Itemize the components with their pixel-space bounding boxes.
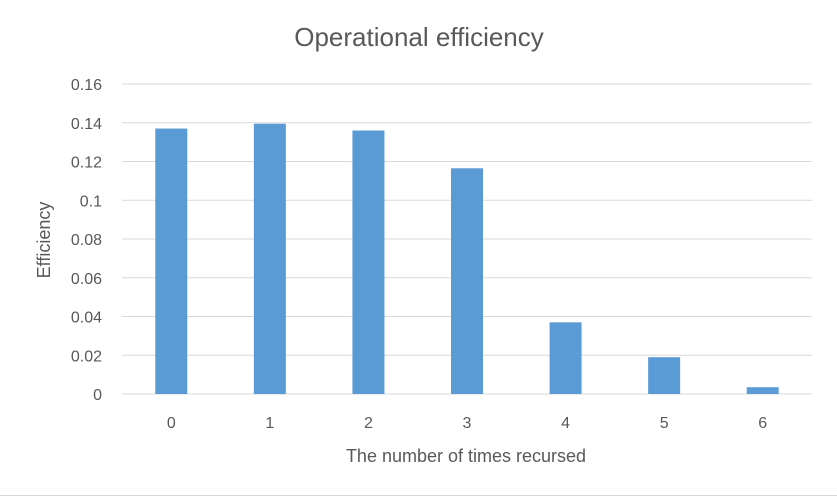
y-tick-label: 0.06 (71, 271, 102, 288)
x-axis-label: The number of times recursed (346, 446, 586, 466)
y-tick-labels: 0 0.02 0.04 0.06 0.08 0.1 0.12 0.14 0.16 (71, 77, 102, 404)
bars (155, 123, 779, 394)
bar-1 (253, 123, 286, 394)
x-tick-label: 0 (167, 415, 176, 432)
bar-2 (352, 130, 385, 394)
x-tick-label: 6 (758, 415, 767, 432)
x-tick-label: 3 (463, 415, 472, 432)
bar-0 (155, 128, 188, 394)
y-tick-label: 0 (93, 387, 102, 404)
x-tick-label: 1 (265, 415, 274, 432)
bar-3 (451, 168, 483, 394)
y-axis-label: Efficiency (34, 202, 54, 279)
x-tick-label: 5 (660, 415, 669, 432)
y-tick-label: 0.14 (71, 116, 102, 133)
bar-6 (746, 387, 779, 394)
y-tick-label: 0.02 (71, 348, 102, 365)
y-tick-label: 0.08 (71, 232, 102, 249)
bar-4 (549, 322, 582, 394)
y-tick-label: 0.12 (71, 155, 102, 172)
chart-title: Operational efficiency (294, 22, 544, 52)
y-tick-label: 0.16 (71, 77, 102, 94)
y-tick-label: 0.1 (80, 193, 102, 210)
x-tick-label: 4 (561, 415, 570, 432)
bar-5 (648, 357, 681, 394)
y-tick-label: 0.04 (71, 310, 102, 327)
x-tick-label: 2 (364, 415, 373, 432)
x-tick-labels: 0 1 2 3 4 5 6 (167, 415, 767, 432)
